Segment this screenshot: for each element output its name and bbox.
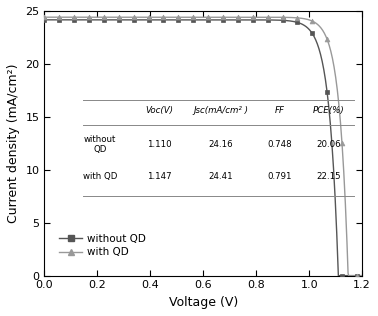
Y-axis label: Current density (mA/cm²): Current density (mA/cm²) xyxy=(7,64,20,223)
Text: 0.748: 0.748 xyxy=(267,140,292,149)
Text: 24.41: 24.41 xyxy=(209,172,233,181)
Text: without
QD: without QD xyxy=(84,135,116,154)
Text: FF: FF xyxy=(274,106,285,115)
Text: 1.147: 1.147 xyxy=(147,172,171,181)
Text: 0.791: 0.791 xyxy=(267,172,292,181)
Text: Voc(V): Voc(V) xyxy=(145,106,173,115)
Text: PCE(%): PCE(%) xyxy=(313,106,345,115)
X-axis label: Voltage (V): Voltage (V) xyxy=(169,296,238,309)
Text: with QD: with QD xyxy=(83,172,117,181)
Text: 24.16: 24.16 xyxy=(209,140,233,149)
Text: Jsc(mA/cm² ): Jsc(mA/cm² ) xyxy=(193,106,248,115)
Text: 1.110: 1.110 xyxy=(147,140,171,149)
Text: 22.15: 22.15 xyxy=(316,172,341,181)
Text: 20.06: 20.06 xyxy=(316,140,341,149)
Legend: without QD, with QD: without QD, with QD xyxy=(59,234,146,257)
